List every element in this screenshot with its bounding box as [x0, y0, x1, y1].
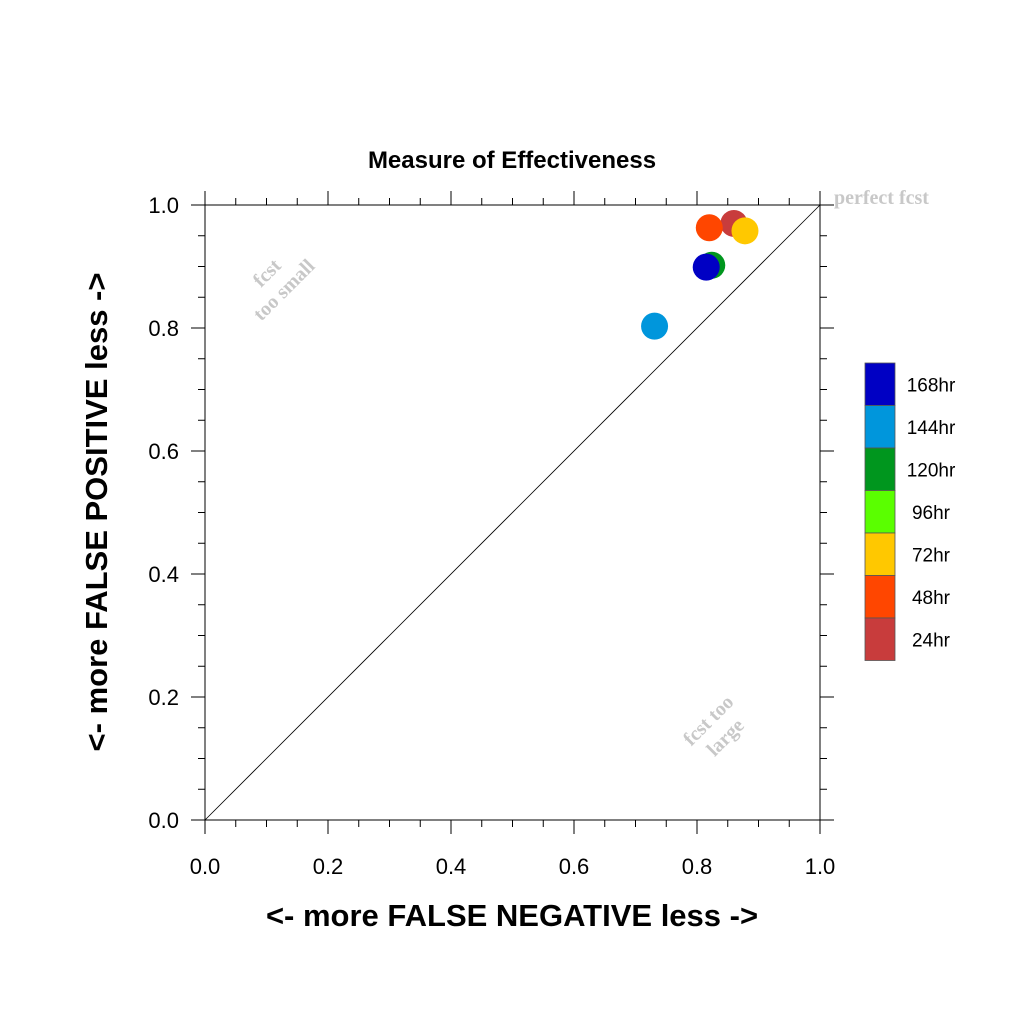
legend-swatch-120hr [864, 447, 896, 491]
y-axis-label: <- more FALSE POSITIVE less -> [79, 273, 114, 752]
y-tick-label: 0.8 [148, 316, 179, 341]
legend-label-48hr: 48hr [912, 588, 951, 609]
data-point-144hr [641, 312, 669, 340]
x-tick-label: 0.4 [436, 854, 467, 879]
y-tick-label: 1.0 [148, 193, 179, 218]
legend-label-72hr: 72hr [912, 545, 951, 566]
x-axis-label: <- more FALSE NEGATIVE less -> [266, 898, 758, 933]
legend-label-168hr: 168hr [907, 375, 956, 396]
x-tick-label: 0.0 [190, 854, 221, 879]
x-tick-label: 1.0 [805, 854, 836, 879]
y-tick-label: 0.6 [148, 439, 179, 464]
legend-swatch-24hr [864, 617, 896, 661]
legend-swatch-96hr [864, 490, 896, 534]
legend-swatch-48hr [864, 575, 896, 619]
diagonal-reference-line [204, 204, 821, 821]
y-tick-label: 0.2 [148, 685, 179, 710]
perfect-fcst-annotation: perfect fcst [834, 187, 929, 209]
x-tick-label: 0.8 [682, 854, 713, 879]
x-tick-label: 0.6 [559, 854, 590, 879]
legend-swatch-168hr [864, 362, 896, 406]
legend-label-24hr: 24hr [912, 630, 951, 651]
y-tick-label: 0.4 [148, 562, 179, 587]
legend-label-120hr: 120hr [907, 460, 956, 481]
data-point-72hr [731, 217, 759, 245]
chart-title: Measure of Effectiveness [368, 147, 656, 174]
data-point-168hr [692, 253, 720, 281]
legend-swatch-144hr [864, 405, 896, 449]
legend-label-96hr: 96hr [912, 503, 951, 524]
x-tick-label: 0.2 [313, 854, 344, 879]
legend-label-144hr: 144hr [907, 418, 956, 439]
y-tick-label: 0.0 [148, 808, 179, 833]
data-point-48hr [695, 214, 723, 242]
legend-swatch-72hr [864, 532, 896, 576]
